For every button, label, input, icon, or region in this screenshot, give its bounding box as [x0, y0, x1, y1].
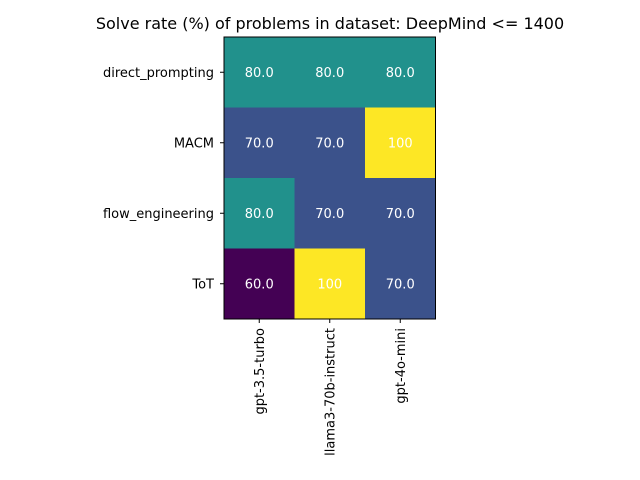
heatmap-cell [224, 37, 295, 108]
x-tick-label: gpt-4o-mini [394, 328, 409, 404]
y-axis: direct_prompting MACM flow_engineering ToT [103, 66, 224, 292]
heatmap-cell [294, 178, 366, 249]
heatmap-cell [224, 107, 295, 179]
cell-value-label: 100 [317, 277, 342, 292]
cell-value-label: 70.0 [386, 207, 415, 222]
cell-value-label: 70.0 [386, 277, 415, 292]
y-tick-label: direct_prompting [103, 66, 214, 81]
heatmap-cell [365, 107, 436, 179]
heatmap-cell [294, 107, 366, 179]
heatmap-cell [365, 248, 436, 320]
cell-value-label: 60.0 [245, 277, 274, 292]
y-tick-label: flow_engineering [103, 207, 214, 222]
cell-value-label: 80.0 [245, 207, 274, 222]
cell-value-label: 80.0 [315, 66, 344, 81]
y-tick-label: ToT [191, 277, 214, 292]
heatmap-cell [365, 178, 436, 249]
cell-value-label: 70.0 [315, 136, 344, 151]
chart-title: Solve rate (%) of problems in dataset: D… [96, 14, 564, 33]
cell-value-label: 80.0 [386, 66, 415, 81]
heatmap-cell [224, 248, 295, 320]
x-tick-label: gpt-3.5-turbo [253, 328, 268, 415]
heatmap-cell [224, 178, 295, 249]
cell-value-labels: 80.0 80.0 80.0 70.0 70.0 100 80.0 70.0 70.0 60.0 1… [245, 66, 415, 293]
cell-value-label: 80.0 [245, 66, 274, 81]
y-tick-label: MACM [174, 136, 214, 151]
x-axis: gpt-3.5-turbo llama3-70b-instruct gpt-4o-m… [253, 319, 409, 456]
heatmap-cells [224, 37, 436, 320]
x-tick-label: llama3-70b-instruct [323, 328, 338, 456]
heatmap-cell [294, 248, 366, 320]
heatmap-cell [294, 37, 366, 108]
cell-value-label: 100 [388, 136, 413, 151]
cell-value-label: 70.0 [315, 207, 344, 222]
cell-value-label: 70.0 [245, 136, 274, 151]
heatmap-cell [365, 37, 436, 108]
